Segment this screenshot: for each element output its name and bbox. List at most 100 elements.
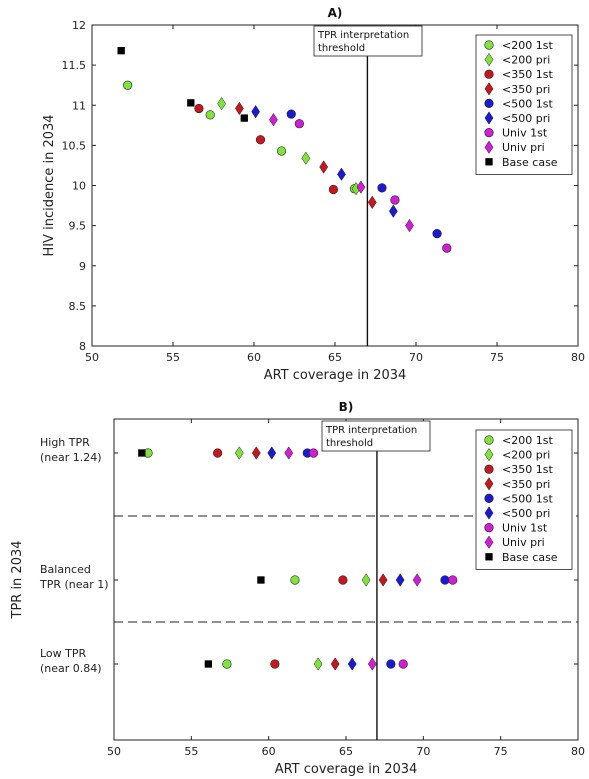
panel-a-y-tick-label: 11.5 xyxy=(62,59,87,72)
panel-b-data-point xyxy=(234,446,244,460)
panel-b-data-point xyxy=(395,573,405,587)
panel-b-legend-label: <200 pri xyxy=(502,449,550,462)
panel-a-legend-marker xyxy=(484,140,494,154)
panel-b-data-point xyxy=(138,449,146,457)
panel-b-data-point xyxy=(308,448,319,458)
panel-a-threshold-box xyxy=(313,25,423,57)
panel-a-legend-label: <500 pri xyxy=(502,112,550,125)
panel-a-legend-label: <350 pri xyxy=(502,83,550,96)
panel-a-data-point xyxy=(117,47,125,55)
panel-b-legend-label: Univ 1st xyxy=(502,522,548,535)
panel-a-data-point xyxy=(377,183,387,193)
panel-b-data-point xyxy=(398,659,408,669)
panel-a-x-axis-label: ART coverage in 2034 xyxy=(264,368,407,383)
panel-a-data-point xyxy=(301,151,311,165)
panel-b-x-tick-label: 50 xyxy=(107,745,121,758)
panel-a-y-tick-label: 11 xyxy=(72,99,86,112)
panel-a-threshold-label: TPR interpretation xyxy=(317,30,409,41)
panel-b-legend-label: <500 1st xyxy=(502,492,553,505)
panel-b-legend-marker xyxy=(484,447,494,462)
panel-b-title: B) xyxy=(339,400,354,414)
panel-a-legend-label: <350 1st xyxy=(502,68,553,81)
panel-a-x-tick-label: 50 xyxy=(85,351,99,364)
panel-b-legend-label: Base case xyxy=(502,551,558,564)
panel-b-x-tick-label: 80 xyxy=(571,745,585,758)
panel-b-legend-label: <350 pri xyxy=(502,478,550,491)
panel-a-legend-label: Univ 1st xyxy=(502,127,548,140)
panel-b-threshold-label: threshold xyxy=(326,438,373,449)
panel-b-category-label: High TPR xyxy=(40,436,90,449)
panel-b-legend-label: Univ pri xyxy=(502,536,545,549)
panel-b-data-point xyxy=(347,657,357,671)
panel-a-data-point xyxy=(276,146,287,156)
panel-b-data-point xyxy=(222,659,232,669)
panel-b-x-tick-label: 75 xyxy=(494,745,508,758)
panel-a-data-point xyxy=(432,229,442,239)
panel-b-legend-marker xyxy=(484,493,494,504)
panel-a-y-axis-label: HIV incidence in 2034 xyxy=(42,114,57,256)
panel-b-data-point xyxy=(313,657,323,671)
panel-b-data-point xyxy=(204,660,213,668)
panel-a-data-point xyxy=(405,218,414,233)
panel-a-y-tick-label: 10 xyxy=(72,180,86,193)
panel-a-x-tick-label: 75 xyxy=(490,351,504,364)
panel-b-x-axis-label: ART coverage in 2034 xyxy=(275,762,418,777)
panel-a-legend-marker xyxy=(485,158,493,166)
panel-a-data-point xyxy=(356,180,366,194)
panel-a-data-point xyxy=(251,104,261,119)
panel-a-data-point xyxy=(217,96,226,111)
panel-a-x-tick-label: 80 xyxy=(571,351,585,364)
panel-b-data-point xyxy=(378,573,388,587)
panel-b-x-tick-label: 55 xyxy=(184,745,198,758)
panel-b-data-point xyxy=(448,575,458,585)
panel-a-y-tick-label: 10.5 xyxy=(62,139,87,152)
panel-a-threshold-label: threshold xyxy=(318,43,365,54)
panel-a-legend-marker xyxy=(484,128,494,138)
panel-b-legend-marker xyxy=(484,506,494,520)
panel-b-data-point xyxy=(213,448,223,458)
panel-b-category-label: (near 0.84) xyxy=(40,662,102,675)
panel-b-legend-label: <500 pri xyxy=(502,507,550,520)
panel-a-data-point xyxy=(294,119,304,129)
panel-b-data-point xyxy=(284,446,294,460)
panel-b-category-label: TPR (near 1) xyxy=(39,578,109,591)
panel-a-y-tick-label: 9.5 xyxy=(69,220,87,233)
panel-a-data-point xyxy=(390,195,400,205)
panel-b-data-point xyxy=(386,659,396,669)
panel-b-legend-marker xyxy=(484,477,494,491)
panel-b-data-point xyxy=(290,575,300,585)
panel-b-data-point xyxy=(361,573,371,587)
panel-b-data-point xyxy=(412,573,422,587)
panel-a-y-tick-label: 12 xyxy=(72,19,86,32)
panel-a-data-point xyxy=(235,101,244,116)
panel-b-data-point xyxy=(338,575,348,585)
panel-a-data-point xyxy=(328,184,338,195)
panel-a-data-point xyxy=(442,243,452,253)
panel-b-legend-label: <350 1st xyxy=(502,463,553,476)
panel-b-x-tick-label: 70 xyxy=(416,745,430,758)
panel-b-data-point xyxy=(251,446,261,460)
panel-a-x-tick-label: 60 xyxy=(247,351,261,364)
panel-a-legend-label: <200 1st xyxy=(502,39,553,52)
panel-a-legend-marker xyxy=(484,40,494,50)
panel-b-category-label: Balanced xyxy=(40,563,91,576)
panel-a-legend-marker xyxy=(484,69,494,79)
panel-b-legend-marker xyxy=(484,464,494,474)
panel-b-category-label: Low TPR xyxy=(40,647,87,660)
panel-a-data-point xyxy=(319,160,329,174)
panel-a-data-point xyxy=(205,110,215,120)
panel-b-threshold-label: TPR interpretation xyxy=(325,425,417,436)
panel-a-data-point xyxy=(286,109,296,119)
panel-a-data-point xyxy=(255,135,266,145)
panel-b-data-point xyxy=(270,659,280,669)
panel-a-data-point xyxy=(123,80,133,90)
panel-a-title: A) xyxy=(328,6,343,20)
panel-a-data-point xyxy=(187,99,195,107)
panel-a-y-tick-label: 9 xyxy=(79,260,86,273)
panel-a-legend-marker xyxy=(484,82,494,96)
panel-b-legend-label: <200 1st xyxy=(502,434,553,447)
panel-a-x-tick-label: 55 xyxy=(166,351,180,364)
panel-b-threshold-box xyxy=(321,420,431,452)
panel-b-data-point xyxy=(330,657,340,671)
